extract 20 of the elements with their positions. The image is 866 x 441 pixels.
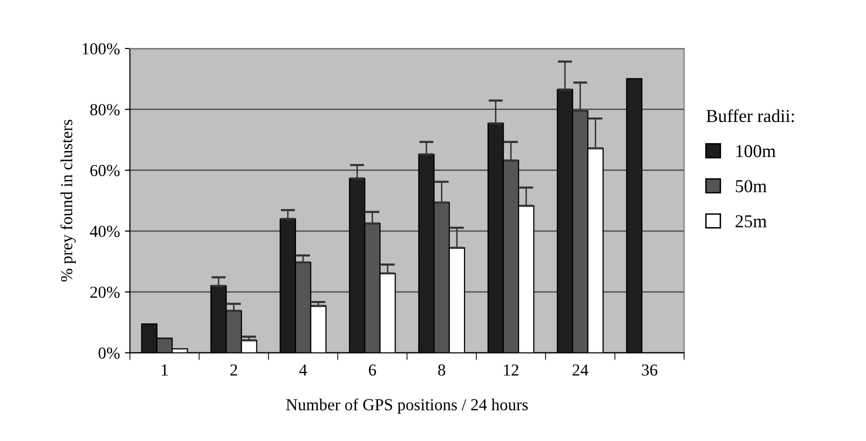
x-tick-label: 8 xyxy=(438,364,446,376)
y-tick-label: 40% xyxy=(90,226,120,238)
legend-label: 25m xyxy=(736,215,767,228)
x-tick-label: 36 xyxy=(642,364,658,376)
x-axis-title: Number of GPS positions / 24 hours xyxy=(286,398,528,414)
y-tick-label: 80% xyxy=(90,104,120,116)
legend-label: 50m xyxy=(736,180,767,192)
legend-label: 100m xyxy=(736,145,776,158)
x-tick-label: 6 xyxy=(368,364,376,376)
legend-title: Buffer radii: xyxy=(706,109,794,122)
y-tick-label: 20% xyxy=(90,286,120,298)
x-tick-label: 1 xyxy=(162,364,168,376)
x-tick-label: 4 xyxy=(299,364,308,376)
y-tick-label: 0% xyxy=(98,348,120,359)
x-tick-label: 2 xyxy=(230,364,238,376)
y-tick-label: 100% xyxy=(82,43,120,55)
x-tick-label: 12 xyxy=(504,364,518,376)
y-tick-label: 60% xyxy=(90,164,120,176)
y-axis-title: % prey found in clusters xyxy=(60,120,76,282)
x-tick-label: 24 xyxy=(572,364,588,376)
